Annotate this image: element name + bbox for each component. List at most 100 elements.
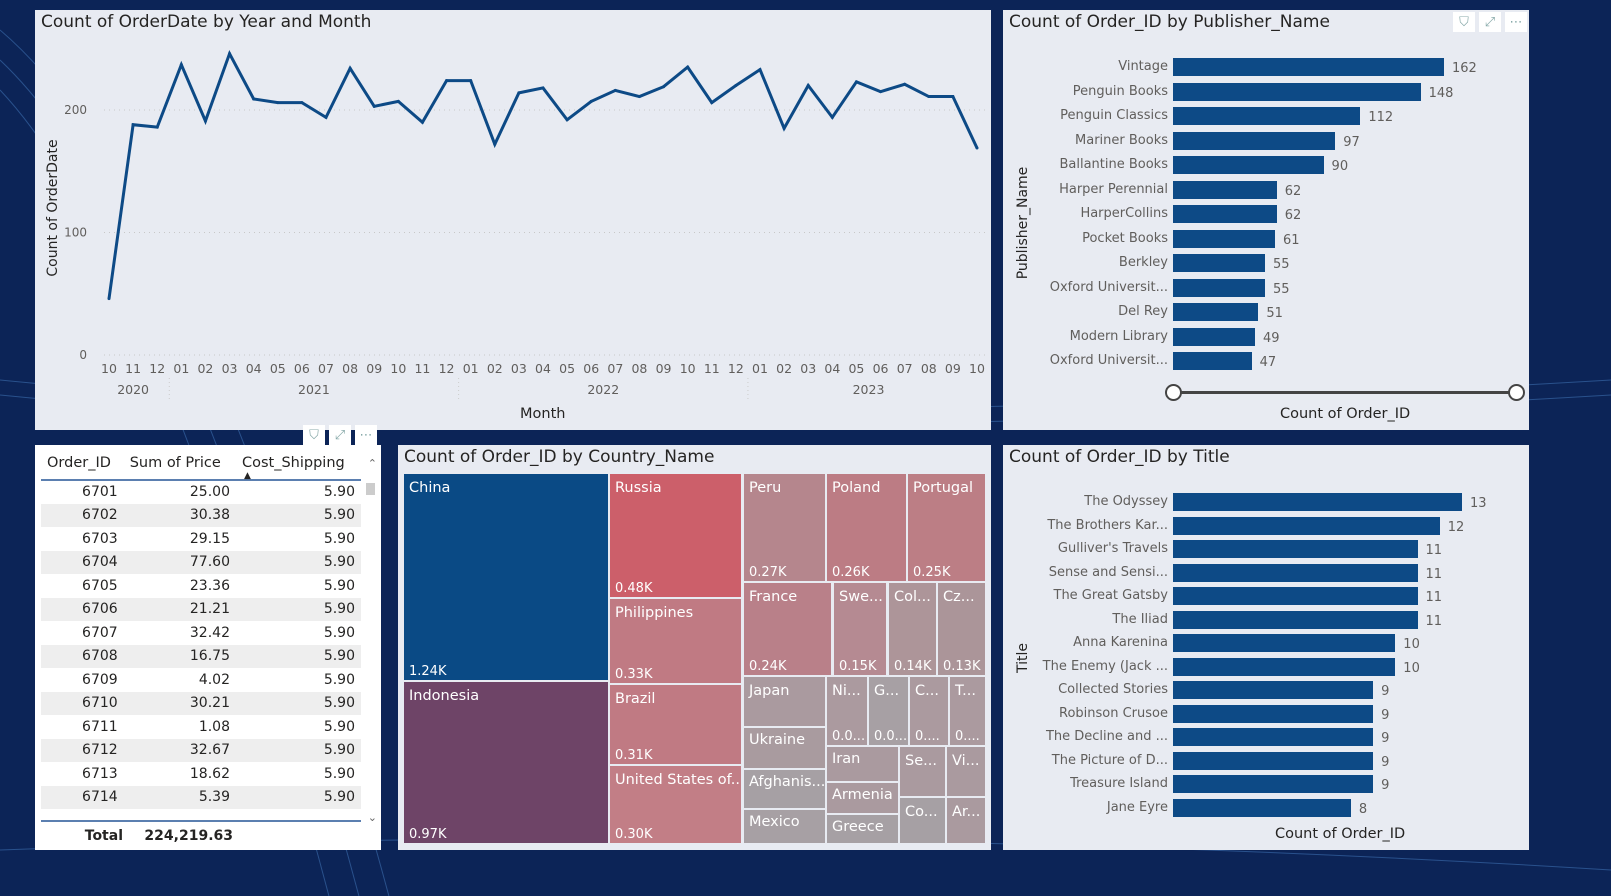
bar[interactable] — [1173, 180, 1277, 199]
bar-row[interactable]: Penguin Books 148 — [1003, 82, 1503, 102]
treemap-tile[interactable]: Se... — [900, 747, 945, 796]
bar-row[interactable]: Robinson Crusoe 9 — [1003, 704, 1503, 724]
bar-row[interactable]: Anna Karenina 10 — [1003, 633, 1503, 653]
table-row[interactable]: 6712 32.67 5.90 — [41, 738, 361, 762]
more-options-icon[interactable]: ⋯ — [355, 425, 377, 445]
bar[interactable] — [1173, 728, 1374, 746]
bar[interactable] — [1173, 634, 1396, 652]
bar[interactable] — [1173, 107, 1361, 125]
bar[interactable] — [1173, 751, 1374, 770]
table-row[interactable]: 6706 21.21 5.90 — [41, 597, 361, 621]
table-row[interactable]: 6713 18.62 5.90 — [41, 762, 361, 786]
bar[interactable] — [1173, 704, 1374, 723]
bar[interactable] — [1173, 229, 1276, 248]
treemap-tile[interactable]: Peru 0.27K — [744, 474, 825, 581]
treemap-tile[interactable]: Russia 0.48K — [610, 474, 741, 597]
treemap-tile[interactable]: Vi... — [947, 747, 985, 796]
scroll-down-icon[interactable]: ⌄ — [367, 811, 377, 824]
bar[interactable] — [1173, 610, 1418, 629]
table-row[interactable]: 6714 5.39 5.90 — [41, 785, 361, 809]
bar[interactable] — [1173, 131, 1336, 150]
bar-row[interactable]: Oxford Universit... 47 — [1003, 351, 1503, 371]
bar-row[interactable]: Gulliver's Travels 11 — [1003, 539, 1503, 559]
bar-row[interactable]: Del Rey 51 — [1003, 302, 1503, 322]
bar-row[interactable]: Penguin Classics 112 — [1003, 106, 1503, 126]
treemap-tile[interactable]: Indonesia 0.97K — [404, 682, 608, 843]
bar[interactable] — [1173, 303, 1259, 321]
treemap-tile[interactable]: China 1.24K — [404, 474, 608, 680]
bar[interactable] — [1173, 563, 1418, 582]
range-slider-end-handle[interactable] — [1508, 384, 1525, 401]
bar[interactable] — [1173, 327, 1255, 346]
bar[interactable] — [1173, 587, 1418, 605]
table-row[interactable]: 6701 25.00 5.90 — [41, 480, 361, 504]
treemap-tile[interactable]: Brazil 0.31K — [610, 685, 741, 764]
bar-row[interactable]: Vintage 162 — [1003, 57, 1503, 77]
table-row[interactable]: 6702 30.38 5.90 — [41, 503, 361, 527]
bar-row[interactable]: Collected Stories 9 — [1003, 680, 1503, 700]
treemap-tile[interactable]: Philippines 0.33K — [610, 599, 741, 683]
bar[interactable] — [1173, 82, 1421, 101]
bar-row[interactable]: HarperCollins 62 — [1003, 204, 1503, 224]
treemap-tile[interactable]: Co... — [900, 798, 945, 843]
treemap-tile[interactable]: Greece — [827, 815, 898, 843]
treemap-tile[interactable]: Japan — [744, 677, 825, 726]
more-options-icon[interactable]: ⋯ — [1505, 12, 1527, 32]
bar-row[interactable]: The Enemy (Jack ... 10 — [1003, 657, 1503, 677]
treemap-tile[interactable]: Ar... — [947, 798, 985, 843]
treemap-tile[interactable]: Poland 0.26K — [827, 474, 906, 581]
bar[interactable] — [1173, 493, 1462, 511]
table-row[interactable]: 6705 23.36 5.90 — [41, 574, 361, 598]
table-row[interactable]: 6704 77.60 5.90 — [41, 550, 361, 574]
focus-mode-icon[interactable]: ⤢ — [1479, 12, 1501, 32]
column-header-order-id[interactable]: Order_ID — [47, 455, 111, 471]
filter-icon[interactable]: ⛉ — [1453, 12, 1475, 32]
column-header-sum-of-price[interactable]: Sum of Price — [129, 455, 221, 471]
column-header-cost-shipping[interactable]: Cost_Shipping ▲ — [236, 445, 361, 481]
bar-row[interactable]: The Great Gatsby 11 — [1003, 586, 1503, 606]
bar-row[interactable]: The Picture of D... 9 — [1003, 751, 1503, 771]
treemap-tile[interactable]: Ni... 0.0... — [827, 677, 867, 745]
treemap-tile[interactable]: Mexico — [744, 810, 825, 843]
bar-row[interactable]: Modern Library 49 — [1003, 327, 1503, 347]
bar-row[interactable]: The Iliad 11 — [1003, 610, 1503, 630]
treemap-tile[interactable]: G... 0.0... — [869, 677, 908, 745]
table-row[interactable]: 6709 4.02 5.90 — [41, 668, 361, 692]
focus-mode-icon[interactable]: ⤢ — [329, 425, 351, 445]
bar-row[interactable]: The Odyssey 13 — [1003, 492, 1503, 512]
bar[interactable] — [1173, 352, 1252, 370]
bar-row[interactable]: Jane Eyre 8 — [1003, 798, 1503, 818]
table-row[interactable]: 6708 16.75 5.90 — [41, 644, 361, 668]
treemap-tile[interactable]: Col... 0.14K — [889, 583, 936, 675]
bar-row[interactable]: Mariner Books 97 — [1003, 131, 1503, 151]
treemap-tile[interactable]: United States of... 0.30K — [610, 766, 741, 843]
treemap-tile[interactable]: Armenia — [827, 783, 898, 813]
treemap-tile[interactable]: Afghanis... — [744, 770, 825, 808]
bar[interactable] — [1173, 540, 1418, 558]
treemap-tile[interactable]: Iran — [827, 747, 898, 781]
bar[interactable] — [1173, 58, 1444, 76]
scrollbar-thumb[interactable] — [366, 483, 375, 495]
bar-row[interactable]: Pocket Books 61 — [1003, 229, 1503, 249]
table-row[interactable]: 6703 29.15 5.90 — [41, 527, 361, 551]
bar-row[interactable]: The Decline and ... 9 — [1003, 727, 1503, 747]
treemap-tile[interactable]: Cz... 0.13K — [938, 583, 985, 675]
treemap-tile[interactable]: Ukraine — [744, 728, 825, 768]
treemap-tile[interactable]: France 0.24K — [744, 583, 831, 675]
bar[interactable] — [1173, 205, 1277, 223]
table-row[interactable]: 6711 1.08 5.90 — [41, 715, 361, 739]
bar-row[interactable]: Sense and Sensi... 11 — [1003, 563, 1503, 583]
bar-row[interactable]: Berkley 55 — [1003, 253, 1503, 273]
bar[interactable] — [1173, 657, 1396, 676]
bar[interactable] — [1173, 156, 1324, 174]
bar-row[interactable]: Ballantine Books 90 — [1003, 155, 1503, 175]
bar[interactable] — [1173, 254, 1265, 272]
filter-icon[interactable]: ⛉ — [303, 425, 325, 445]
bar[interactable] — [1173, 798, 1351, 817]
bar[interactable] — [1173, 681, 1374, 699]
table-row[interactable]: 6707 32.42 5.90 — [41, 621, 361, 645]
bar[interactable] — [1173, 516, 1440, 535]
treemap-tile[interactable]: Swe... 0.15K — [834, 583, 886, 675]
bar-row[interactable]: Treasure Island 9 — [1003, 774, 1503, 794]
bar-row[interactable]: The Brothers Kar... 12 — [1003, 516, 1503, 536]
